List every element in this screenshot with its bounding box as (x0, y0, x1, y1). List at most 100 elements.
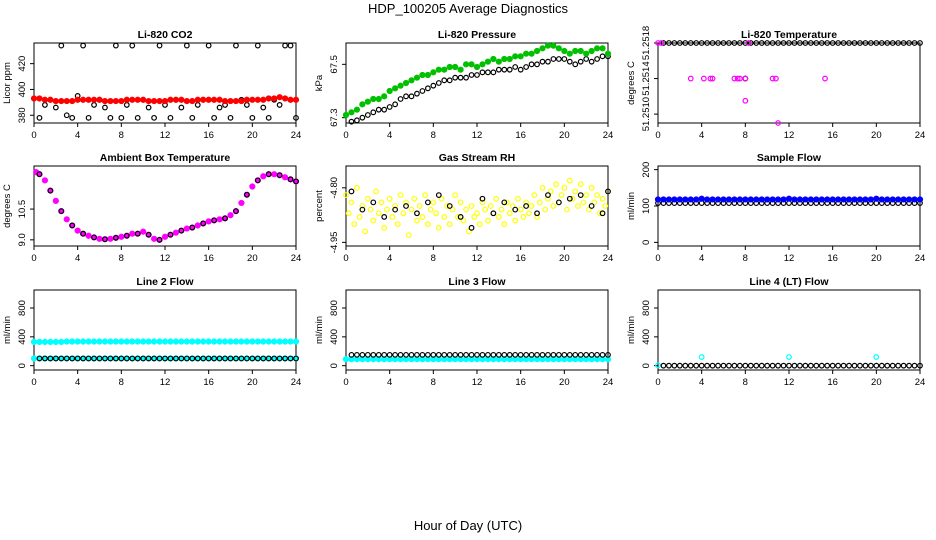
data-point (545, 195, 551, 202)
data-point (835, 362, 842, 369)
data-point (74, 355, 81, 362)
data-point (484, 58, 492, 65)
data-point (364, 98, 371, 105)
data-point (161, 338, 169, 345)
data-point (599, 351, 606, 358)
data-point (85, 114, 92, 121)
data-point (389, 214, 396, 220)
data-point (862, 362, 869, 369)
data-point (840, 40, 847, 46)
data-point (282, 42, 288, 49)
data-point (572, 61, 579, 68)
data-point (911, 362, 918, 369)
data-point (362, 228, 369, 235)
data-point (452, 192, 459, 198)
data-point (211, 114, 218, 121)
data-point (731, 362, 738, 369)
data-point (605, 351, 611, 358)
data-point (249, 114, 256, 121)
data-point (577, 181, 584, 188)
x-tick-label: 0 (343, 130, 348, 141)
data-point (435, 66, 442, 73)
data-point (758, 362, 765, 369)
data-point (91, 102, 97, 108)
data-point (545, 58, 551, 65)
data-point (900, 40, 907, 46)
data-point (851, 40, 858, 46)
data-point (707, 75, 714, 82)
data-point (414, 217, 420, 224)
x-tick-label: 24 (291, 253, 302, 264)
data-point (107, 235, 114, 242)
data-point (534, 210, 540, 217)
data-point (666, 362, 672, 369)
data-point (205, 96, 212, 103)
data-point (216, 104, 223, 111)
data-point (501, 199, 508, 206)
data-point (243, 338, 250, 345)
data-point (687, 40, 694, 46)
data-point (846, 40, 852, 46)
data-point (370, 95, 377, 103)
data-point (802, 362, 809, 369)
data-point (807, 40, 814, 46)
data-point (413, 74, 421, 81)
data-point (604, 50, 612, 57)
data-series (36, 171, 299, 243)
data-point (473, 63, 481, 71)
x-tick-label: 16 (515, 377, 526, 388)
data-point (392, 101, 399, 108)
data-point (824, 362, 831, 369)
page-title: HDP_100205 Average Diagnostics (368, 1, 568, 16)
data-point (178, 104, 185, 111)
chart-title: Sample Flow (757, 152, 822, 164)
data-point (687, 75, 694, 82)
data-point (807, 196, 814, 203)
data-point (173, 355, 179, 362)
data-point (403, 351, 409, 358)
data-point (479, 69, 486, 76)
data-point (123, 96, 130, 103)
data-point (41, 96, 49, 103)
data-point (797, 362, 803, 369)
data-point (561, 351, 568, 358)
data-point (403, 199, 409, 206)
y-tick-label: 100 (641, 198, 652, 214)
data-point (884, 40, 891, 46)
data-point (140, 355, 147, 362)
data-point (463, 74, 469, 81)
data-point (490, 351, 497, 358)
data-point (156, 42, 163, 49)
data-point (550, 42, 557, 49)
data-point (736, 40, 743, 46)
data-point (265, 355, 272, 362)
data-point (682, 362, 689, 369)
data-point (438, 195, 445, 202)
chart-panel: Gas Stream RH percent 0 4 8 12 16 20 24 -4.95 -4.8… (314, 152, 613, 264)
data-point (375, 106, 382, 113)
data-point (238, 97, 245, 105)
data-point (265, 114, 272, 121)
data-point (42, 355, 48, 362)
data-point (80, 42, 87, 49)
data-point (47, 96, 54, 103)
data-point (905, 196, 913, 203)
data-point (660, 196, 667, 203)
data-point (36, 171, 43, 178)
data-point (791, 40, 798, 46)
data-point (216, 216, 223, 223)
data-point (118, 355, 125, 362)
data-point (468, 61, 475, 68)
data-point (495, 58, 502, 65)
data-point (276, 355, 283, 362)
data-point (906, 40, 912, 46)
data-point (381, 351, 388, 358)
x-tick-label: 16 (515, 130, 526, 141)
data-point (276, 102, 283, 108)
data-point (736, 75, 743, 82)
data-point (408, 351, 415, 358)
x-tick-label: 24 (603, 377, 614, 388)
data-point (465, 228, 472, 235)
x-tick-label: 16 (827, 377, 838, 388)
data-point (156, 355, 163, 362)
